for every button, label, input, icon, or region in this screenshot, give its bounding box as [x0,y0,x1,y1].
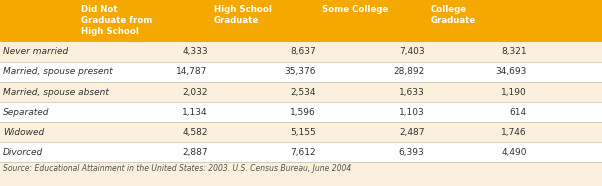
Text: 5,155: 5,155 [290,128,316,137]
Text: College
Graduate: College Graduate [430,5,476,25]
Text: Divorced: Divorced [3,148,43,157]
Text: 2,887: 2,887 [182,148,208,157]
Text: Married, spouse absent: Married, spouse absent [3,88,109,97]
Text: 4,490: 4,490 [501,148,527,157]
FancyBboxPatch shape [0,62,602,82]
FancyBboxPatch shape [0,122,602,142]
Text: 2,487: 2,487 [399,128,424,137]
Text: 1,134: 1,134 [182,108,208,117]
Text: Never married: Never married [3,47,68,56]
Text: High School
Graduate: High School Graduate [214,5,272,25]
Text: 2,032: 2,032 [182,88,208,97]
Text: 6,393: 6,393 [399,148,424,157]
FancyBboxPatch shape [0,42,602,62]
Text: 1,190: 1,190 [501,88,527,97]
Text: 7,403: 7,403 [399,47,424,56]
Text: 4,582: 4,582 [182,128,208,137]
Text: 4,333: 4,333 [182,47,208,56]
FancyBboxPatch shape [0,142,602,162]
FancyBboxPatch shape [0,102,602,122]
Text: 8,637: 8,637 [290,47,316,56]
Text: 2,534: 2,534 [291,88,316,97]
Text: 14,787: 14,787 [176,68,208,76]
Text: 35,376: 35,376 [285,68,316,76]
Text: Widowed: Widowed [3,128,45,137]
Text: Did Not
Graduate from
High School: Did Not Graduate from High School [81,5,153,36]
Text: Married, spouse present: Married, spouse present [3,68,113,76]
FancyBboxPatch shape [0,0,602,42]
Text: Source: Educational Attainment in the United States: 2003. U.S. Census Bureau, J: Source: Educational Attainment in the Un… [3,164,351,173]
Text: 34,693: 34,693 [495,68,527,76]
Text: 1,633: 1,633 [399,88,424,97]
FancyBboxPatch shape [0,82,602,102]
Text: 28,892: 28,892 [393,68,424,76]
Text: Separated: Separated [3,108,49,117]
Text: Some College: Some College [322,5,388,14]
Text: 1,103: 1,103 [399,108,424,117]
Text: 7,612: 7,612 [290,148,316,157]
Text: 8,321: 8,321 [501,47,527,56]
Text: 614: 614 [510,108,527,117]
Text: 1,596: 1,596 [290,108,316,117]
Text: 1,746: 1,746 [501,128,527,137]
